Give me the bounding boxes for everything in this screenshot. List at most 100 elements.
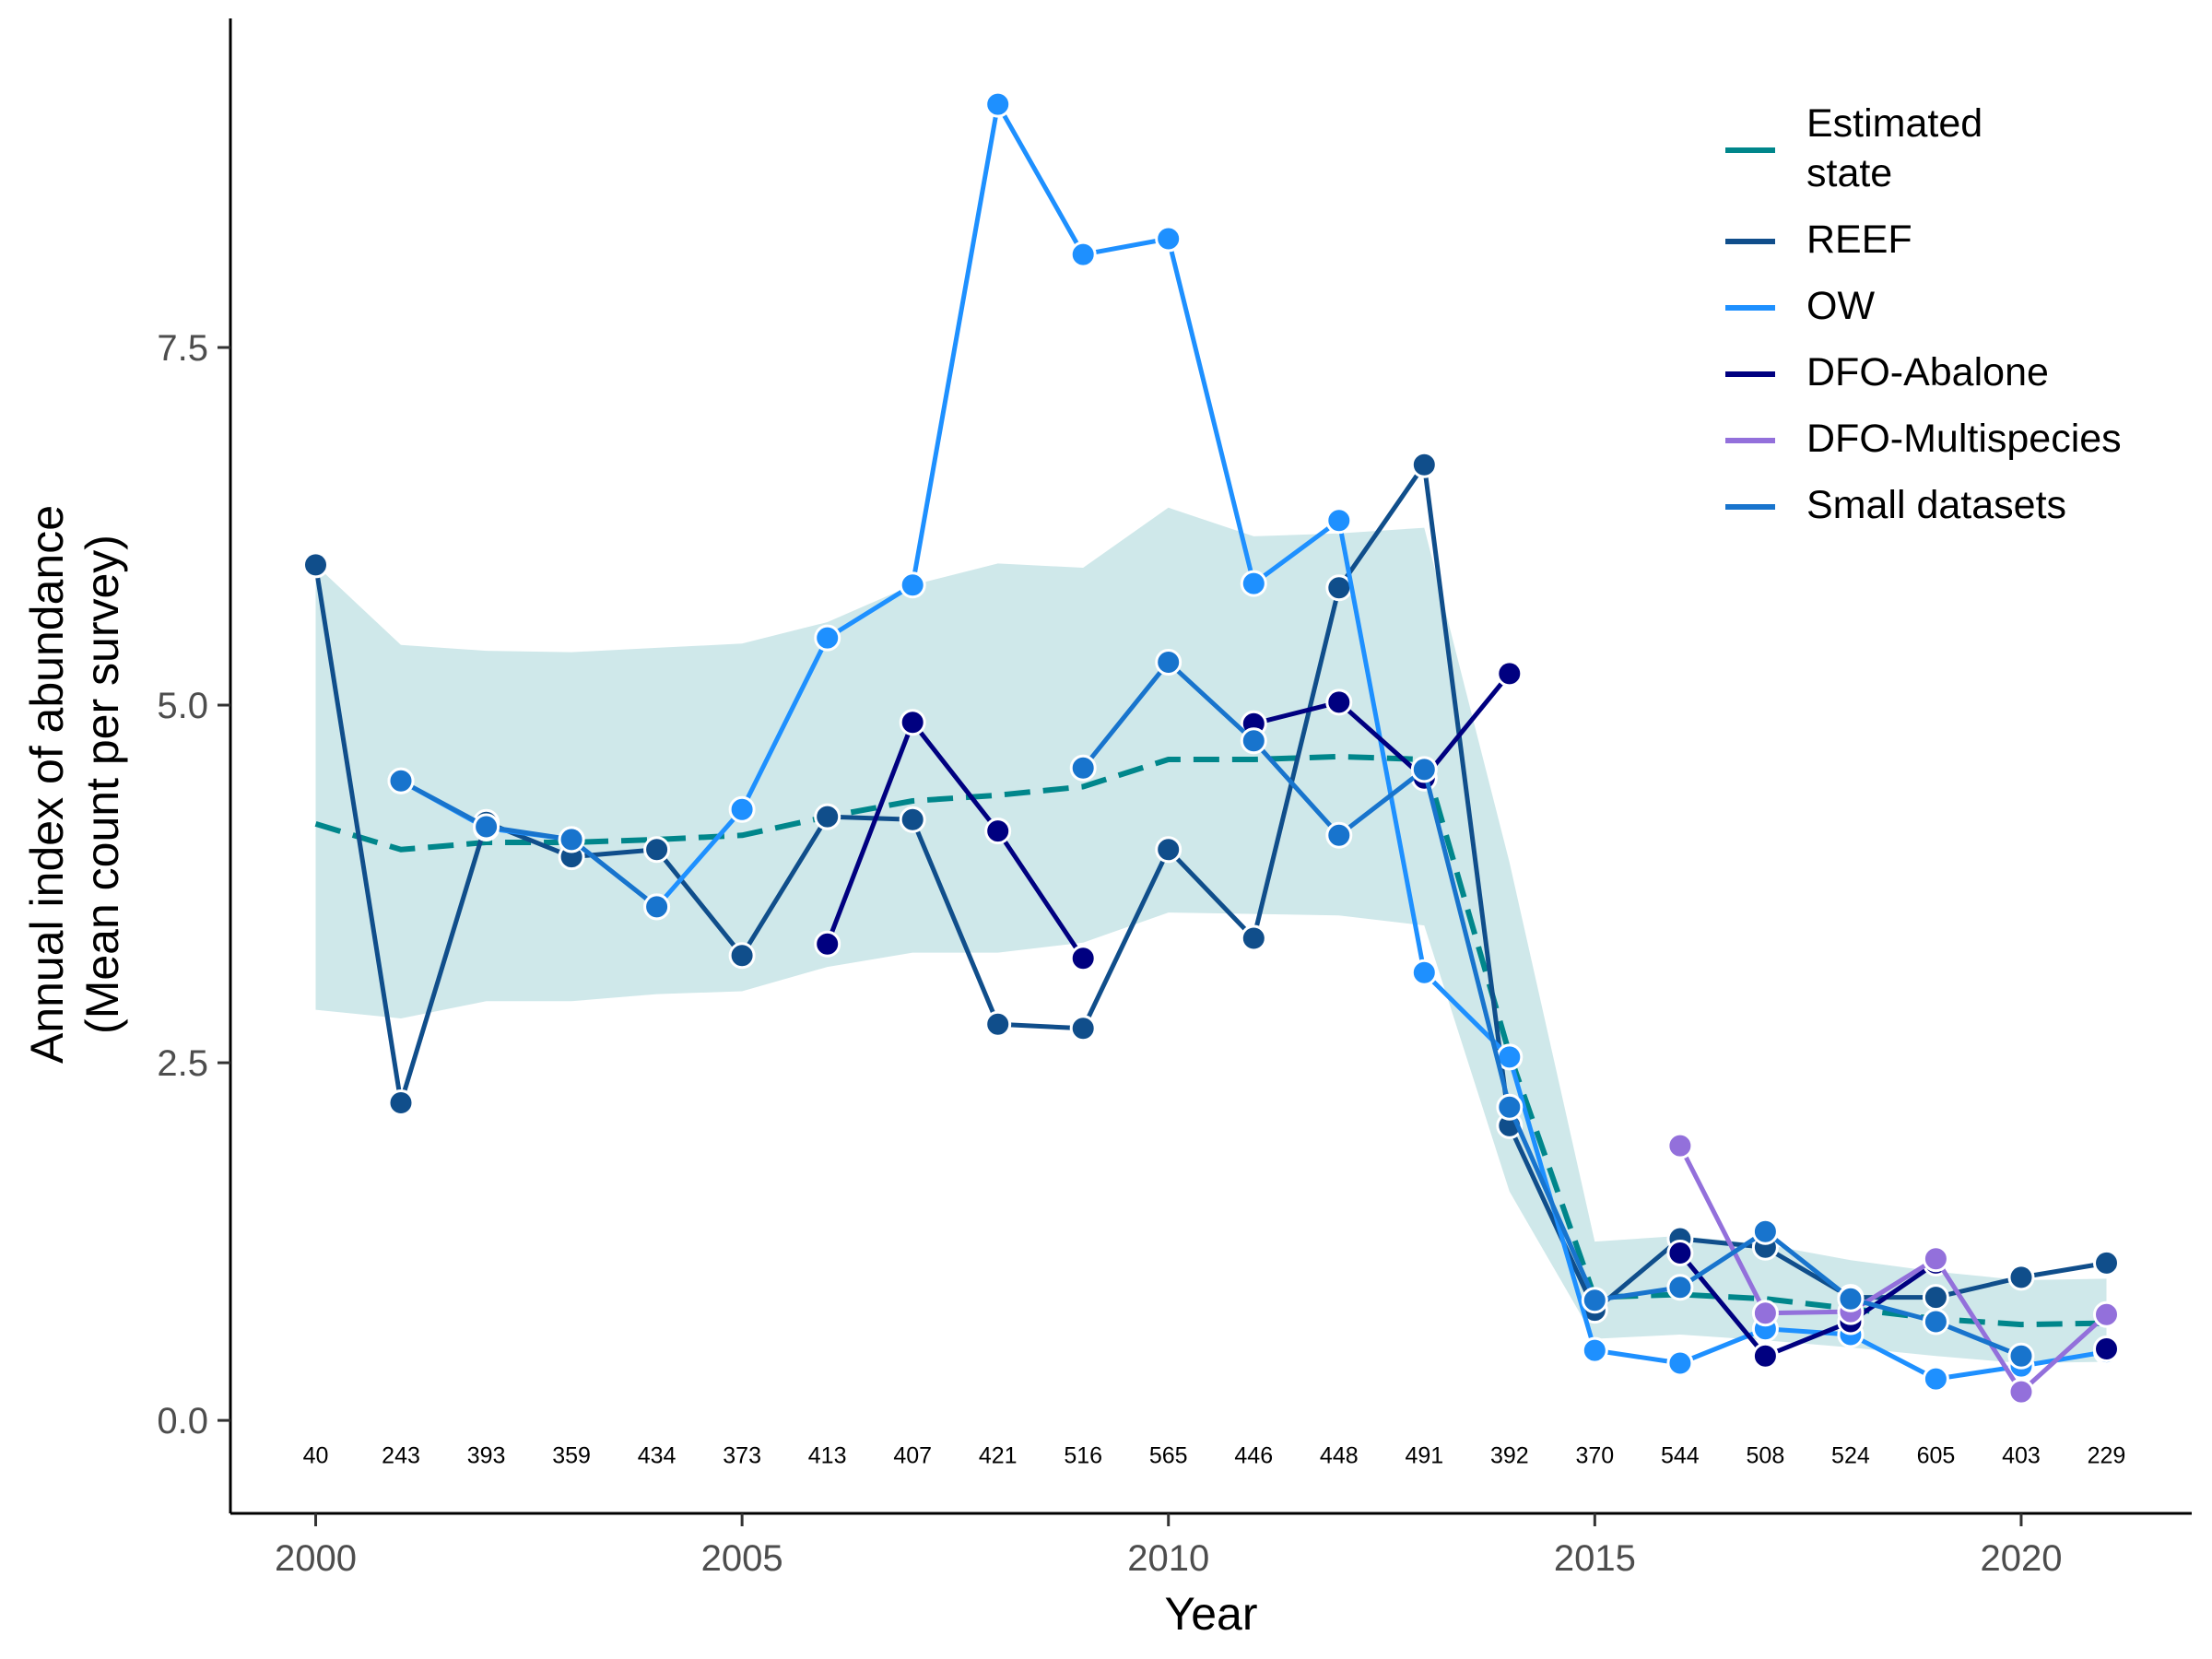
legend: Estimated state REEF OW DFO-Abalone DFO-Multi… bbox=[1725, 101, 2122, 527]
data-point-reef bbox=[643, 836, 671, 864]
data-point-reef bbox=[984, 1010, 1012, 1038]
estimated-state-layer bbox=[314, 753, 2107, 1328]
data-point-reef bbox=[1155, 836, 1182, 864]
data-point-reef bbox=[1410, 451, 1438, 478]
series-line-dfo-abalone bbox=[1253, 672, 1512, 781]
legend-label: Small datasets bbox=[1806, 483, 2066, 527]
survey-count-label: 446 bbox=[1234, 1442, 1273, 1468]
data-point-small-datasets bbox=[473, 813, 500, 841]
survey-counts-layer: 40 243 393 359 434 373 413 407 421 516 565 446 448 49… bbox=[303, 1442, 2126, 1468]
legend-label: OW bbox=[1806, 284, 1875, 328]
data-point-ow bbox=[1325, 507, 1353, 535]
data-point-dfo-multispecies bbox=[2007, 1378, 2035, 1406]
survey-count-label: 448 bbox=[1320, 1442, 1359, 1468]
data-point-small-datasets bbox=[558, 826, 585, 853]
data-point-reef bbox=[1069, 1015, 1097, 1042]
data-point-reef bbox=[899, 806, 926, 833]
data-point-dfo-multispecies bbox=[1666, 1132, 1694, 1159]
data-point-small-datasets bbox=[1240, 727, 1267, 755]
survey-count-label: 516 bbox=[1064, 1442, 1102, 1468]
legend-label: REEF bbox=[1806, 218, 1912, 262]
x-tick-label: 2020 bbox=[1980, 1538, 2062, 1579]
estimated-state-line bbox=[314, 753, 2107, 1328]
data-point-dfo-abalone bbox=[1666, 1240, 1694, 1266]
series-dfo-multispecies bbox=[1666, 1132, 2120, 1406]
data-point-small-datasets bbox=[1922, 1308, 1949, 1335]
legend-item: REEF bbox=[1725, 218, 1912, 262]
x-axis-title: Year bbox=[1164, 1588, 1257, 1640]
data-point-ow bbox=[1240, 570, 1267, 597]
series-line-dfo-multispecies bbox=[1677, 1144, 2109, 1394]
data-point-dfo-abalone bbox=[2093, 1335, 2120, 1362]
data-point-dfo-abalone bbox=[1069, 945, 1097, 972]
survey-count-label: 403 bbox=[2002, 1442, 2041, 1468]
data-point-small-datasets bbox=[1069, 754, 1097, 782]
data-point-reef bbox=[387, 1089, 415, 1116]
legend-item: Estimated state bbox=[1725, 101, 1983, 195]
legend-label: DFO-Abalone bbox=[1806, 350, 2049, 394]
legend-item: DFO-Multispecies bbox=[1725, 417, 2122, 461]
x-tick-label: 2015 bbox=[1554, 1538, 1636, 1579]
data-point-small-datasets bbox=[1837, 1285, 1865, 1312]
survey-count-label: 544 bbox=[1661, 1442, 1700, 1468]
x-tick-label: 2005 bbox=[701, 1538, 783, 1579]
series-layer bbox=[302, 90, 2120, 1406]
survey-count-label: 508 bbox=[1747, 1442, 1785, 1468]
survey-count-label: 434 bbox=[638, 1442, 677, 1468]
data-point-ow bbox=[1069, 241, 1097, 268]
survey-count-label: 373 bbox=[723, 1442, 761, 1468]
survey-count-label: 421 bbox=[979, 1442, 1018, 1468]
confidence-band-layer bbox=[315, 507, 2107, 1363]
data-point-small-datasets bbox=[1496, 1093, 1524, 1121]
legend-label: DFO-Multispecies bbox=[1806, 417, 2122, 461]
data-point-reef bbox=[1922, 1284, 1949, 1312]
y-tick-label: 2.5 bbox=[157, 1043, 208, 1084]
legend-label: Estimated bbox=[1806, 101, 1983, 146]
x-tick-label: 2010 bbox=[1127, 1538, 1209, 1579]
data-point-reef bbox=[2007, 1264, 2035, 1291]
survey-count-label: 40 bbox=[303, 1442, 329, 1468]
data-point-reef bbox=[1325, 574, 1353, 602]
data-point-ow bbox=[1922, 1365, 1949, 1393]
data-point-small-datasets bbox=[1325, 821, 1353, 849]
survey-count-label: 605 bbox=[1917, 1442, 1956, 1468]
survey-count-label: 524 bbox=[1831, 1442, 1870, 1468]
confidence-band bbox=[315, 507, 2107, 1363]
survey-count-label: 243 bbox=[382, 1442, 420, 1468]
legend-item: Small datasets bbox=[1725, 483, 2066, 527]
survey-count-label: 407 bbox=[893, 1442, 932, 1468]
data-point-small-datasets bbox=[1155, 649, 1182, 676]
y-tick-label: 0.0 bbox=[157, 1401, 208, 1441]
data-point-reef bbox=[302, 551, 329, 579]
data-point-ow bbox=[1155, 225, 1182, 253]
data-point-small-datasets bbox=[1581, 1287, 1608, 1314]
data-point-small-datasets bbox=[1410, 756, 1438, 783]
data-point-small-datasets bbox=[387, 767, 415, 794]
survey-count-label: 393 bbox=[467, 1442, 506, 1468]
survey-count-label: 370 bbox=[1575, 1442, 1614, 1468]
legend-item: DFO-Abalone bbox=[1725, 350, 2049, 394]
data-point-small-datasets bbox=[1666, 1274, 1694, 1301]
series-line-small-datasets bbox=[399, 779, 659, 909]
y-tick-label: 5.0 bbox=[157, 686, 208, 726]
axes-layer bbox=[229, 18, 2192, 1515]
data-point-dfo-abalone bbox=[1496, 660, 1524, 688]
survey-count-label: 392 bbox=[1490, 1442, 1529, 1468]
survey-count-label: 413 bbox=[808, 1442, 847, 1468]
survey-count-label: 565 bbox=[1149, 1442, 1188, 1468]
data-point-ow bbox=[1666, 1349, 1694, 1377]
data-point-ow bbox=[984, 90, 1012, 118]
survey-count-label: 359 bbox=[552, 1442, 591, 1468]
data-point-ow bbox=[1581, 1336, 1608, 1364]
data-point-small-datasets bbox=[1751, 1218, 1779, 1245]
data-point-dfo-multispecies bbox=[1922, 1245, 1949, 1273]
data-point-ow bbox=[899, 571, 926, 599]
series-line-small-datasets bbox=[1081, 660, 2022, 1359]
data-point-reef bbox=[814, 803, 841, 830]
y-axis-title: Annual index of abundance (Mean count pe… bbox=[21, 505, 128, 1064]
data-point-ow bbox=[1410, 959, 1438, 986]
data-point-dfo-multispecies bbox=[2093, 1300, 2120, 1328]
y-tick-label: 7.5 bbox=[157, 328, 208, 369]
data-point-reef bbox=[2093, 1249, 2120, 1277]
